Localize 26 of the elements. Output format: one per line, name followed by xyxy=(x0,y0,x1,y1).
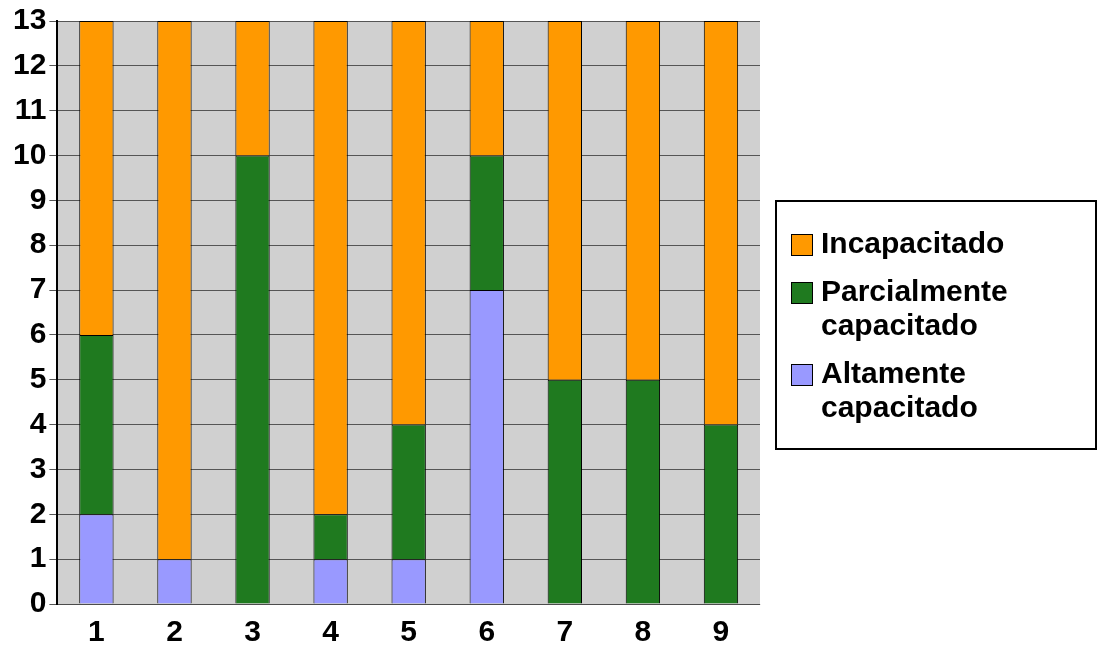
y-tick-label: 9 xyxy=(29,181,47,215)
y-tick-label: 11 xyxy=(14,91,47,125)
y-tick-label: 7 xyxy=(29,271,47,305)
y-tick-label: 4 xyxy=(29,405,47,439)
x-tick-label: 4 xyxy=(322,614,340,648)
legend-label: Parcialmente capacitado xyxy=(821,274,1009,342)
y-tick-label: 2 xyxy=(29,495,47,529)
y-tick-label: 1 xyxy=(29,540,47,574)
y-tick-label: 12 xyxy=(12,47,47,81)
y-tick-label: 13 xyxy=(12,2,47,36)
x-tick-label: 8 xyxy=(634,614,652,648)
x-tick-label: 7 xyxy=(556,614,574,648)
x-tick-label: 9 xyxy=(712,614,730,648)
x-tick-label: 5 xyxy=(400,614,418,648)
y-tick-label: 0 xyxy=(29,585,47,619)
x-tick-label: 6 xyxy=(478,614,496,648)
y-tick-label: 6 xyxy=(29,316,47,350)
legend-label: Incapacitado xyxy=(821,226,1005,260)
x-tick-label: 3 xyxy=(244,614,261,648)
legend-label: Altamente capacitado xyxy=(821,356,979,424)
y-tick-label: 10 xyxy=(12,136,47,170)
y-tick-label: 3 xyxy=(29,450,47,484)
y-tick-label: 5 xyxy=(29,361,47,395)
x-tick-label: 2 xyxy=(166,614,183,648)
x-tick-label: 1 xyxy=(88,614,105,648)
y-tick-label: 8 xyxy=(29,226,47,260)
